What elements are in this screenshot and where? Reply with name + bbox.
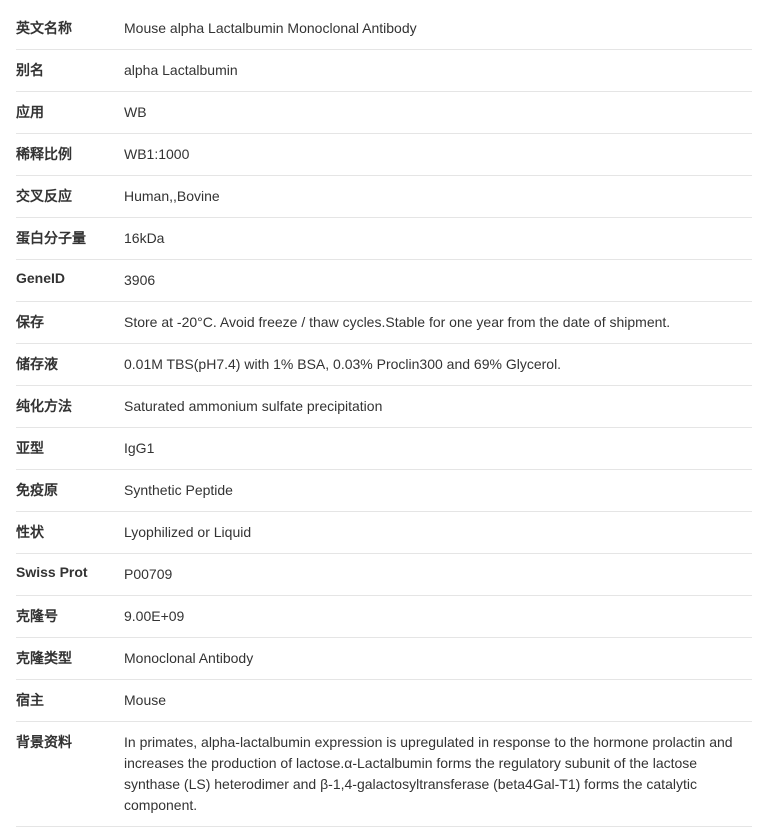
row-label: 储存液 [16,354,124,374]
row-label: 应用 [16,102,124,122]
row-value: 16kDa [124,228,752,249]
table-row: 应用 WB [16,92,752,134]
row-label: 背景资料 [16,732,124,752]
table-row: 宿主 Mouse [16,680,752,722]
table-row: 保存 Store at -20°C. Avoid freeze / thaw c… [16,302,752,344]
row-value: P00709 [124,564,752,585]
row-label: 稀释比例 [16,144,124,164]
row-value: Saturated ammonium sulfate precipitation [124,396,752,417]
table-row: 克隆类型 Monoclonal Antibody [16,638,752,680]
table-row: 储存液 0.01M TBS(pH7.4) with 1% BSA, 0.03% … [16,344,752,386]
table-row: 亚型 IgG1 [16,428,752,470]
table-row: Swiss Prot P00709 [16,554,752,596]
row-label: 性状 [16,522,124,542]
row-value: alpha Lactalbumin [124,60,752,81]
table-row: 性状 Lyophilized or Liquid [16,512,752,554]
table-row: 克隆号 9.00E+09 [16,596,752,638]
table-row: 交叉反应 Human,,Bovine [16,176,752,218]
row-value: WB [124,102,752,123]
row-label: 亚型 [16,438,124,458]
row-value: 3906 [124,270,752,291]
row-label: 免疫原 [16,480,124,500]
table-row: 稀释比例 WB1:1000 [16,134,752,176]
row-value: 0.01M TBS(pH7.4) with 1% BSA, 0.03% Proc… [124,354,752,375]
row-label: 宿主 [16,690,124,710]
row-value: 9.00E+09 [124,606,752,627]
table-row: 纯化方法 Saturated ammonium sulfate precipit… [16,386,752,428]
row-label: GeneID [16,270,124,286]
row-value: Monoclonal Antibody [124,648,752,669]
row-label: 别名 [16,60,124,80]
spec-table: 英文名称 Mouse alpha Lactalbumin Monoclonal … [16,8,752,827]
row-value: IgG1 [124,438,752,459]
row-label: 克隆类型 [16,648,124,668]
row-value: Mouse [124,690,752,711]
row-label: 保存 [16,312,124,332]
table-row: 免疫原 Synthetic Peptide [16,470,752,512]
table-row: 英文名称 Mouse alpha Lactalbumin Monoclonal … [16,8,752,50]
row-label: 克隆号 [16,606,124,626]
row-value: Mouse alpha Lactalbumin Monoclonal Antib… [124,18,752,39]
row-label: 蛋白分子量 [16,228,124,248]
row-value: Lyophilized or Liquid [124,522,752,543]
row-label: Swiss Prot [16,564,124,580]
row-value: Human,,Bovine [124,186,752,207]
table-row: 别名 alpha Lactalbumin [16,50,752,92]
row-label: 交叉反应 [16,186,124,206]
table-row: 背景资料 In primates, alpha-lactalbumin expr… [16,722,752,827]
row-label: 英文名称 [16,18,124,38]
row-label: 纯化方法 [16,396,124,416]
row-value: In primates, alpha-lactalbumin expressio… [124,732,752,816]
table-row: 蛋白分子量 16kDa [16,218,752,260]
table-row: GeneID 3906 [16,260,752,302]
row-value: Store at -20°C. Avoid freeze / thaw cycl… [124,312,752,333]
row-value: WB1:1000 [124,144,752,165]
row-value: Synthetic Peptide [124,480,752,501]
